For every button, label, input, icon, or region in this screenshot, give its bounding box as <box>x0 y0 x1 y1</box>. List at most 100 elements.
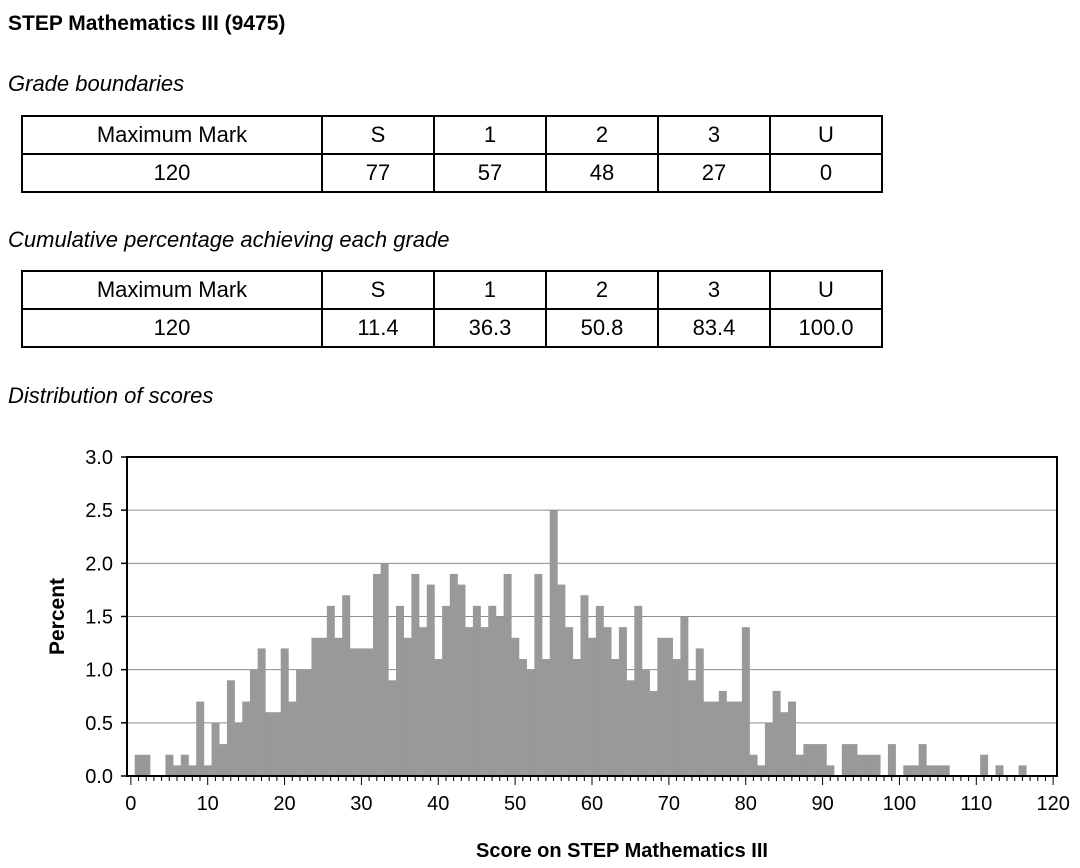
bar <box>234 722 243 776</box>
bar <box>595 605 604 776</box>
table-row: 120 11.4 36.3 50.8 83.4 100.0 <box>21 308 883 348</box>
bar <box>196 701 205 776</box>
bar <box>542 659 551 776</box>
distribution-heading: Distribution of scores <box>8 383 214 408</box>
bar <box>818 744 827 776</box>
bar <box>188 765 197 776</box>
bar <box>526 669 535 776</box>
x-tick-label: 50 <box>504 793 526 815</box>
bar <box>703 701 712 776</box>
x-axis-label: Score on STEP Mathematics III <box>476 840 768 862</box>
bar <box>426 584 435 776</box>
table-header-cell: 3 <box>657 270 771 310</box>
table-cell: 50.8 <box>545 308 659 348</box>
bar <box>872 754 881 776</box>
bar <box>372 573 381 776</box>
bar <box>534 573 543 776</box>
bar <box>357 648 366 776</box>
grade-boundaries-table: Maximum Mark S 1 2 3 U 120 77 57 48 27 0 <box>21 115 883 193</box>
bar <box>665 637 674 776</box>
bar <box>857 754 866 776</box>
bar <box>434 659 443 776</box>
bar <box>618 627 627 776</box>
bar <box>311 637 320 776</box>
table-header-cell: U <box>769 270 883 310</box>
bar <box>711 701 720 776</box>
bar <box>780 712 789 776</box>
bar <box>980 754 989 776</box>
bar <box>695 648 704 776</box>
y-tick-label: 1.0 <box>85 660 113 682</box>
bar <box>641 669 650 776</box>
bar <box>565 627 574 776</box>
bar <box>1018 765 1027 776</box>
score-distribution-chart: 0.0 0.5 1.0 1.5 2.0 2.5 3.0 0 10 20 30 40 50 60 70 80 90… <box>46 447 1070 862</box>
bar <box>296 669 305 776</box>
bar <box>934 765 943 776</box>
bar <box>626 680 635 776</box>
bar <box>503 573 512 776</box>
x-tick-label: 120 <box>1036 793 1069 815</box>
bar <box>249 669 258 776</box>
bar <box>511 637 520 776</box>
bar <box>457 584 466 776</box>
bar <box>134 754 143 776</box>
table-header-cell: Maximum Mark <box>21 115 323 155</box>
x-tick-label: 30 <box>350 793 372 815</box>
table-cell: 48 <box>545 153 659 193</box>
x-tick-label: 90 <box>811 793 833 815</box>
bar <box>887 744 896 776</box>
bar <box>419 627 428 776</box>
bar <box>811 744 820 776</box>
bar <box>495 616 504 776</box>
y-tick-label: 0.0 <box>85 766 113 788</box>
bar <box>449 573 458 776</box>
bar <box>941 765 950 776</box>
bar <box>649 690 658 776</box>
x-tick-label: 40 <box>427 793 449 815</box>
bar <box>572 659 581 776</box>
table-header-cell: S <box>321 115 435 155</box>
table-cell: 27 <box>657 153 771 193</box>
bar <box>203 765 212 776</box>
table-cell: 120 <box>21 153 323 193</box>
bar <box>764 722 773 776</box>
y-tick-label: 3.0 <box>85 447 113 469</box>
bar <box>380 563 389 776</box>
bar <box>903 765 912 776</box>
table-header-cell: 3 <box>657 115 771 155</box>
bar <box>388 680 397 776</box>
bar <box>749 754 758 776</box>
bar <box>349 648 358 776</box>
bar <box>226 680 235 776</box>
y-tick-label: 0.5 <box>85 713 113 735</box>
bars <box>134 510 1027 776</box>
table-cell: 36.3 <box>433 308 547 348</box>
bar <box>549 510 558 776</box>
bar <box>772 690 781 776</box>
table-header-cell: 1 <box>433 270 547 310</box>
y-tick-label: 2.0 <box>85 553 113 575</box>
bar <box>518 659 527 776</box>
bar <box>672 659 681 776</box>
bar <box>265 712 274 776</box>
bar <box>795 754 804 776</box>
bar <box>741 627 750 776</box>
table-header-row: Maximum Mark S 1 2 3 U <box>21 270 883 310</box>
bar <box>257 648 266 776</box>
page-title: STEP Mathematics III (9475) <box>8 12 286 35</box>
bar <box>165 754 174 776</box>
bar <box>757 765 766 776</box>
bar <box>303 669 312 776</box>
bar <box>396 605 404 776</box>
table-header-cell: 2 <box>545 115 659 155</box>
y-tick-label: 2.5 <box>85 500 113 522</box>
bar <box>910 765 919 776</box>
bar <box>680 616 689 776</box>
table-header-cell: S <box>321 270 435 310</box>
bar <box>173 765 182 776</box>
table-header-cell: 1 <box>433 115 547 155</box>
bar <box>403 637 412 776</box>
table-cell: 77 <box>321 153 435 193</box>
bar <box>365 648 374 776</box>
